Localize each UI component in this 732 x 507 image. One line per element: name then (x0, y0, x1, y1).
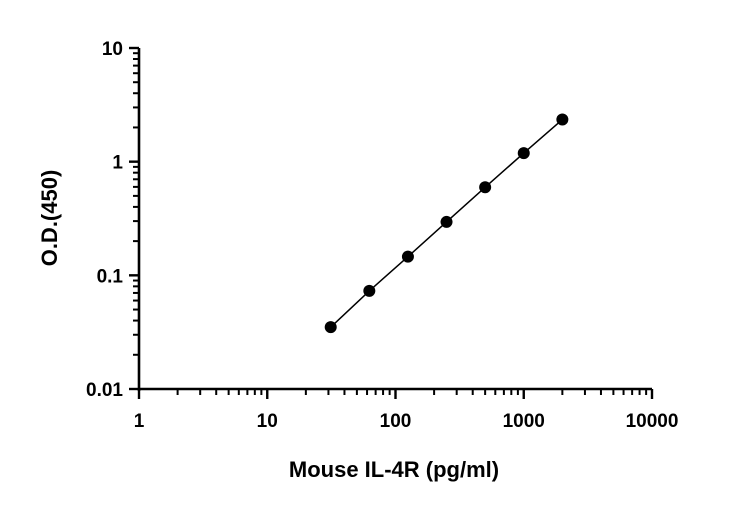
data-point (517, 147, 530, 160)
y-axis-title: O.D.(450) (37, 170, 62, 267)
data-point (440, 215, 453, 228)
x-tick-label: 1000 (503, 411, 545, 432)
x-tick-label: 10000 (626, 411, 679, 432)
ticks (129, 46, 654, 399)
y-tick-label: 1 (112, 153, 123, 174)
axes (137, 48, 652, 391)
y-tick-label: 10 (102, 39, 123, 60)
data-points (324, 113, 569, 334)
data-point (363, 284, 376, 297)
data-point (401, 250, 414, 263)
tick-labels: 1 10 100 1000 10000 0.01 0.1 1 10 (86, 39, 678, 432)
y-tick-label: 0.01 (86, 380, 123, 401)
data-point (324, 321, 337, 334)
x-axis-title: Mouse IL-4R (pg/ml) (289, 457, 499, 482)
x-tick-label: 10 (257, 411, 278, 432)
x-tick-label: 100 (380, 411, 412, 432)
data-point (556, 113, 569, 126)
x-tick-label: 1 (134, 411, 145, 432)
data-point (479, 181, 492, 194)
y-tick-label: 0.1 (97, 266, 124, 287)
